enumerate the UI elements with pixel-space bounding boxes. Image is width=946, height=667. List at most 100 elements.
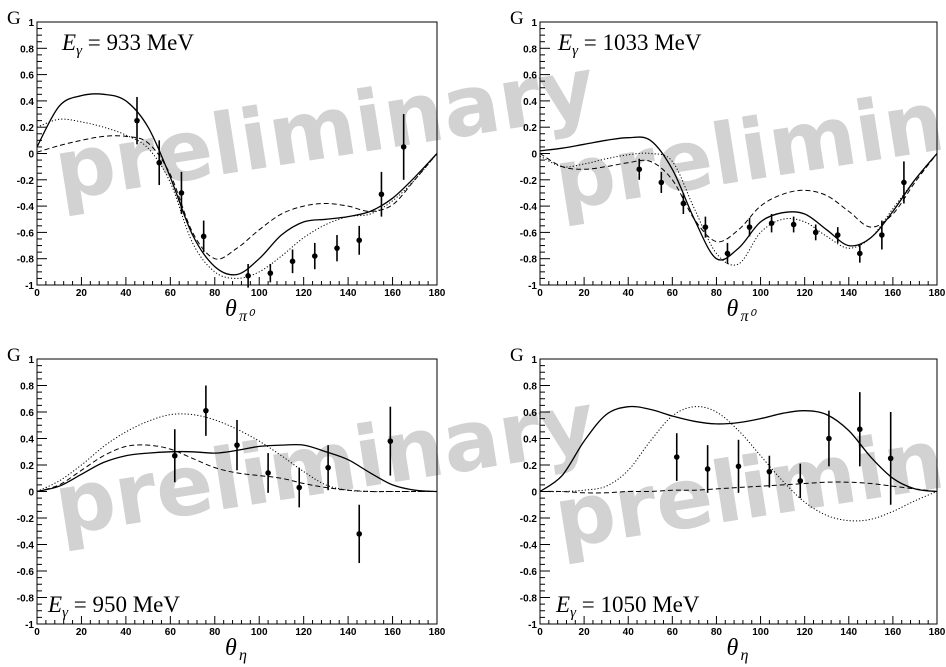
- x-tick-label: 180: [429, 627, 446, 638]
- energy-annotation: Eγ = 950 MeV: [47, 592, 180, 621]
- y-tick-label: -1: [528, 620, 537, 631]
- x-tick-label: 100: [752, 288, 769, 299]
- model-curve-solid: [36, 93, 438, 276]
- y-tick-label: -0.4: [17, 541, 35, 552]
- y-tick-label: -0.8: [17, 594, 35, 605]
- y-axis-label: G: [510, 345, 524, 366]
- data-point: [746, 224, 753, 230]
- data-point: [702, 224, 709, 230]
- data-point: [356, 237, 363, 244]
- data-point: [768, 220, 775, 226]
- x-tick-label: 140: [340, 288, 357, 299]
- y-tick-label: 0.4: [523, 97, 537, 108]
- x-tick-label: 20: [579, 288, 591, 299]
- y-axis-label: G: [7, 8, 21, 29]
- data-point: [387, 438, 394, 444]
- data-point: [156, 159, 163, 166]
- y-tick-label: -1: [25, 620, 34, 631]
- y-axis-label: G: [7, 345, 21, 366]
- y-tick-label: -0.8: [520, 255, 538, 266]
- x-tick-label: 180: [929, 288, 946, 299]
- model-curve-dashed: [539, 153, 938, 243]
- data-point: [311, 253, 318, 259]
- x-tick-label: 160: [384, 288, 401, 299]
- watermark-text: preliminary: [48, 38, 602, 220]
- x-axis-label: θ: [225, 296, 237, 322]
- y-tick-label: -0.8: [520, 594, 538, 605]
- y-tick-label: -0.4: [17, 202, 35, 213]
- y-tick-label: -0.2: [17, 176, 35, 187]
- x-tick-label: 80: [711, 288, 723, 299]
- x-tick-label: 0: [537, 288, 543, 299]
- model-curve-dashed: [36, 444, 437, 493]
- data-point: [334, 245, 340, 251]
- y-tick-label: 0.6: [20, 71, 34, 82]
- x-tick-label: 120: [796, 288, 813, 299]
- x-tick-label: 180: [929, 627, 946, 638]
- x-tick-label: 100: [251, 288, 268, 299]
- y-tick-label: 0.2: [20, 123, 34, 134]
- x-axis-label-subscript: η: [741, 647, 749, 664]
- data-point: [812, 229, 819, 236]
- y-tick-label: 0.4: [20, 435, 34, 446]
- watermark-text: preliminary: [548, 48, 946, 230]
- data-point: [200, 233, 207, 240]
- y-tick-label: 0.6: [523, 71, 537, 82]
- y-tick-label: 0: [531, 150, 537, 161]
- data-point: [857, 426, 863, 433]
- data-point: [766, 468, 773, 475]
- y-tick-label: 1: [531, 355, 537, 366]
- data-point: [826, 435, 832, 442]
- data-point: [834, 232, 841, 238]
- x-tick-label: 180: [429, 288, 446, 299]
- x-tick-label: 140: [840, 288, 857, 299]
- y-axis-label: G: [510, 8, 524, 29]
- x-axis-label-subscript: π⁰: [741, 308, 758, 325]
- y-tick-label: -0.2: [17, 514, 35, 525]
- y-tick-label: 0.8: [523, 44, 537, 55]
- x-tick-label: 20: [76, 627, 88, 638]
- x-tick-label: 120: [295, 288, 312, 299]
- data-point: [673, 454, 680, 460]
- x-axis-label-subscript: η: [239, 647, 247, 664]
- energy-annotation: Eγ = 1033 MeV: [557, 30, 702, 59]
- y-tick-label: 0.2: [523, 461, 537, 472]
- x-axis-label: θ: [727, 296, 739, 322]
- data-point: [178, 190, 185, 196]
- data-point: [857, 250, 863, 257]
- y-tick-label: 1: [28, 18, 34, 29]
- model-curve-dashed: [36, 135, 438, 260]
- x-tick-label: 20: [579, 627, 591, 638]
- y-tick-label: -0.6: [520, 228, 538, 239]
- y-tick-label: 0.2: [20, 461, 34, 472]
- y-tick-label: 0.4: [20, 97, 34, 108]
- data-point: [735, 463, 742, 470]
- y-tick-label: -0.2: [520, 176, 538, 187]
- watermark-text: preliminary: [48, 373, 602, 555]
- x-tick-label: 160: [885, 627, 902, 638]
- x-tick-label: 80: [209, 627, 221, 638]
- x-tick-label: 20: [76, 288, 88, 299]
- y-tick-label: 0.8: [20, 44, 34, 55]
- x-tick-label: 120: [295, 627, 312, 638]
- x-tick-label: 120: [796, 627, 813, 638]
- y-tick-label: -0.6: [520, 567, 538, 578]
- data-point: [724, 250, 731, 257]
- x-tick-label: 80: [209, 288, 221, 299]
- x-tick-label: 140: [340, 627, 357, 638]
- x-tick-label: 60: [165, 627, 177, 638]
- y-tick-label: -0.6: [17, 567, 35, 578]
- x-tick-label: 80: [711, 627, 723, 638]
- data-point: [879, 232, 885, 238]
- x-tick-label: 140: [840, 627, 857, 638]
- x-tick-label: 40: [623, 627, 635, 638]
- data-point: [203, 407, 209, 414]
- model-curve-solid: [539, 136, 938, 261]
- x-tick-label: 60: [667, 288, 679, 299]
- x-tick-label: 160: [885, 288, 902, 299]
- y-tick-label: 0.8: [20, 382, 34, 393]
- y-tick-label: -0.2: [520, 514, 538, 525]
- y-tick-label: 0: [531, 488, 537, 499]
